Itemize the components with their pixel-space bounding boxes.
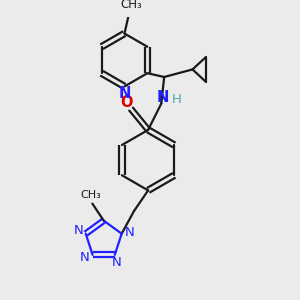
Text: N: N (73, 224, 83, 237)
Text: N: N (80, 251, 90, 264)
Text: CH₃: CH₃ (120, 0, 142, 11)
Text: H: H (172, 93, 182, 106)
Text: O: O (120, 95, 133, 110)
Text: N: N (112, 256, 122, 269)
Text: N: N (124, 226, 134, 239)
Text: N: N (157, 90, 169, 105)
Text: N: N (118, 86, 131, 101)
Text: CH₃: CH₃ (80, 190, 101, 200)
